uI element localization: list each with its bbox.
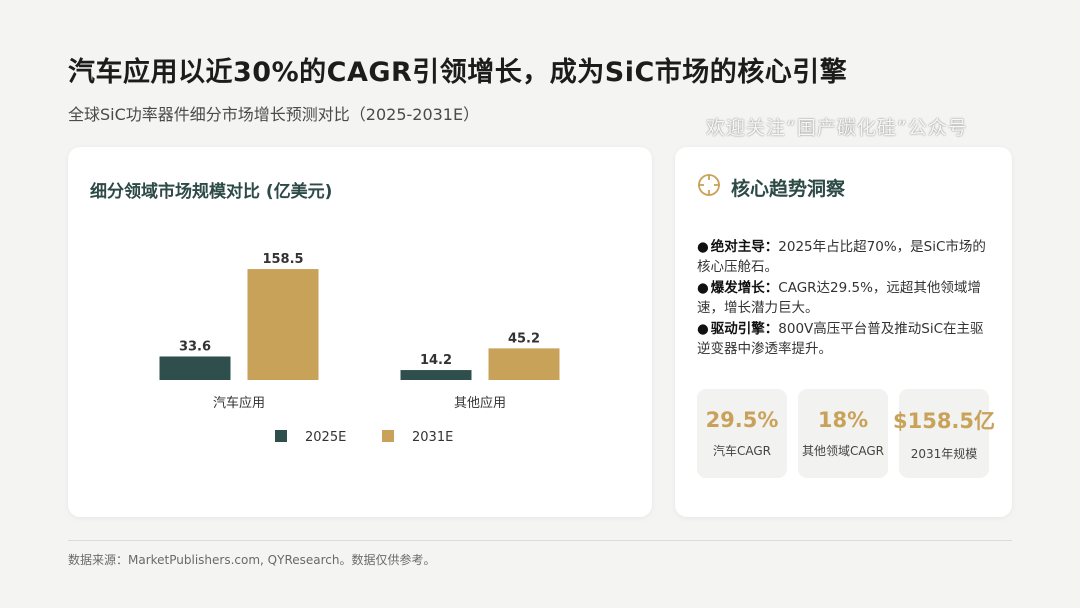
stat-box: 29.5% 汽车CAGR (697, 389, 787, 478)
insight-text: CAGR达29.5%，远超其他领域增速，增长潜力巨大。 (697, 280, 981, 316)
bar-chart: 33.6 158.5 汽车应用 14.2 45.2 其他应用 2025E 2031E (159, 252, 560, 445)
insight-card: 核心趋势洞察 ● 绝对主导：2025年占比超70%，是SiC市场的核心压舱石。 ●… (675, 147, 1012, 517)
chart-title: 细分领域市场规模对比 (亿美元) (90, 182, 333, 202)
stat-label: 其他领域CAGR (801, 444, 884, 458)
insight-label: 爆发增长： (710, 280, 779, 296)
stat-value: $158.5亿 (892, 409, 996, 433)
x-tick-label: 其他应用 (454, 395, 506, 411)
bar-2031E-1 (488, 348, 560, 380)
data-label: 45.2 (508, 331, 540, 346)
stats-row: 29.5% 汽车CAGR 18% 其他领域CAGR $158.5亿 2031年规… (697, 389, 995, 478)
insight-header: 核心趋势洞察 (697, 173, 845, 201)
legend-swatch (275, 430, 287, 442)
footer-divider (68, 540, 1012, 541)
insight-item: ● 爆发增长：CAGR达29.5%，远超其他领域增速，增长潜力巨大。 (697, 278, 997, 318)
bullet-icon: ● (697, 321, 709, 337)
bar-2025E-1 (400, 370, 472, 380)
chart-card: 细分领域市场规模对比 (亿美元) 33.6 158.5 汽车应用 14.2 45.2 其他… (68, 147, 652, 517)
insight-label: 驱动引擎： (710, 321, 779, 337)
legend-label: 2025E (305, 430, 346, 445)
data-label: 158.5 (262, 252, 303, 267)
insight-label: 绝对主导： (710, 239, 779, 255)
page-title: 汽车应用以近30%的CAGR引领增长，成为SiC市场的核心引擎 (68, 57, 848, 88)
insight-title: 核心趋势洞察 (731, 177, 846, 200)
x-tick-label: 汽车应用 (213, 395, 265, 411)
bullet-icon: ● (697, 239, 709, 255)
stat-value: 29.5% (705, 408, 779, 432)
page-subtitle: 全球SiC功率器件细分市场增长预测对比（2025-2031E） (68, 105, 480, 124)
stat-value: 18% (817, 408, 869, 432)
stat-label: 汽车CAGR (712, 444, 771, 458)
data-label: 33.6 (179, 339, 211, 354)
stat-box: $158.5亿 2031年规模 (893, 389, 995, 478)
bar-2025E-0 (159, 356, 231, 380)
bar-2031E-0 (247, 269, 319, 380)
target-icon (697, 173, 721, 201)
data-label: 14.2 (420, 353, 452, 368)
insight-list: ● 绝对主导：2025年占比超70%，是SiC市场的核心压舱石。 ● 爆发增长：CA… (697, 237, 997, 360)
insight-item: ● 绝对主导：2025年占比超70%，是SiC市场的核心压舱石。 (697, 237, 997, 277)
legend-swatch (382, 430, 394, 442)
stat-label: 2031年规模 (910, 447, 978, 461)
insight-text: 800V高压平台普及推动SiC在主驱逆变器中渗透率提升。 (697, 321, 984, 357)
stat-box: 18% 其他领域CAGR (798, 389, 888, 478)
legend-label: 2031E (412, 430, 453, 445)
insight-text: 2025年占比超70%，是SiC市场的核心压舱石。 (697, 239, 986, 275)
bullet-icon: ● (697, 280, 709, 296)
source-note: 数据来源：MarketPublishers.com, QYResearch。数据… (68, 553, 436, 567)
watermark-text: 欢迎关注“国产碳化硅”公众号 (706, 117, 968, 139)
insight-item: ● 驱动引擎：800V高压平台普及推动SiC在主驱逆变器中渗透率提升。 (697, 319, 997, 359)
